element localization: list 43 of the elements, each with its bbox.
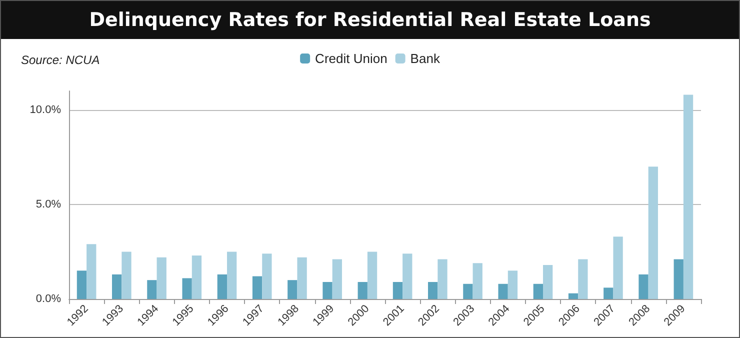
legend-label: Bank [410,51,440,66]
bar [86,244,96,299]
bar [358,282,368,299]
bar [543,264,553,299]
bar [392,282,403,299]
bar [674,259,684,299]
bar [472,263,482,299]
bar [604,288,614,299]
bar [112,274,122,299]
bar [156,257,166,299]
source-note: Source: NCUA [21,53,100,67]
bar [76,270,87,299]
bar [463,284,473,299]
legend-label: Credit Union [315,51,388,66]
bar [638,274,648,299]
bar [252,276,262,299]
bar [297,257,307,299]
bar [122,252,132,299]
bar [568,293,578,299]
bar [147,280,157,299]
bar [533,284,543,299]
bar [182,278,192,299]
bar [428,282,438,299]
bar [227,252,237,299]
y-tick-label: 5.0% [36,198,62,210]
bar [192,256,202,299]
bar [498,284,508,299]
bar [508,270,518,299]
bar [322,282,332,299]
bar [438,259,448,299]
y-tick-label: 10.0% [30,104,62,116]
chart-title: Delinquency Rates for Residential Real Estate Loans [1,1,739,39]
y-tick-label: 0.0% [36,293,62,305]
bar [332,259,342,299]
bar [613,236,623,299]
bar [217,274,227,299]
bar [648,166,658,299]
bar [262,254,272,299]
bar [683,94,694,299]
bar [288,280,298,299]
bar [402,254,412,299]
bar [578,259,588,299]
bar [367,252,378,299]
